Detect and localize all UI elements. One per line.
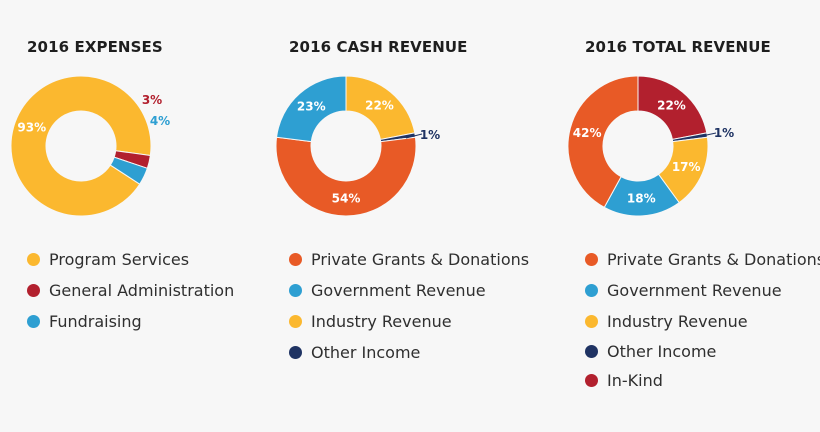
legend-label: Private Grants & Donations <box>607 250 820 269</box>
cash-revenue-chart-panel: 2016 CASH REVENUE 54% 23% 22% 1% Private Gr… <box>262 0 558 432</box>
total-revenue-donut-chart: 42% 18% 17% 1% 22% <box>567 75 734 217</box>
legend-swatch <box>585 374 598 387</box>
legend-swatch <box>289 346 302 359</box>
legend-item-industry-revenue: Industry Revenue <box>289 306 529 337</box>
legend-item-private-grants: Private Grants & Donations <box>289 244 529 275</box>
slice-fundraising <box>109 156 148 185</box>
slice-private-grants-donations <box>567 75 639 209</box>
legend-swatch <box>585 345 598 358</box>
legend-swatch <box>289 284 302 297</box>
legend-swatch <box>585 284 598 297</box>
legend-swatch <box>27 284 40 297</box>
legend-label: Program Services <box>49 250 190 269</box>
legend-label: Fundraising <box>49 312 142 331</box>
legend-item-other-income: Other Income <box>289 337 529 368</box>
legend-item-fundraising: Fundraising <box>27 306 234 337</box>
legend-label: General Administration <box>49 281 235 300</box>
chart-title: 2016 EXPENSES <box>27 38 163 56</box>
data-label-general-administration: 3% <box>142 93 162 107</box>
data-label-other-income: 1% <box>714 126 734 140</box>
data-label-other-income: 1% <box>420 128 440 142</box>
legend-swatch <box>585 315 598 328</box>
legend-item-other-income: Other Income <box>585 337 820 366</box>
legend-label: Government Revenue <box>607 281 782 300</box>
legend-swatch <box>289 315 302 328</box>
total-revenue-legend: Private Grants & Donations Government Re… <box>585 244 820 395</box>
legend-label: Industry Revenue <box>311 312 452 331</box>
expenses-chart-panel: 2016 EXPENSES 93% 3% 4% Program Services G… <box>0 0 262 432</box>
expenses-donut-chart: 93% 3% 4% <box>10 75 170 217</box>
legend-item-private-grants: Private Grants & Donations <box>585 244 820 275</box>
leader-line <box>701 132 717 137</box>
data-label-in-kind: 22% <box>657 99 686 113</box>
legend-item-government-revenue: Government Revenue <box>289 275 529 306</box>
legend-item-industry-revenue: Industry Revenue <box>585 306 820 337</box>
legend-swatch <box>585 253 598 266</box>
expenses-legend: Program Services General Administration … <box>27 244 234 337</box>
data-label-fundraising: 4% <box>150 114 170 128</box>
legend-label: Other Income <box>311 343 421 362</box>
legend-swatch <box>27 253 40 266</box>
leader-line <box>405 133 423 139</box>
legend-item-in-kind: In-Kind <box>585 366 820 395</box>
chart-title: 2016 TOTAL REVENUE <box>585 38 771 56</box>
legend-item-government-revenue: Government Revenue <box>585 275 820 306</box>
data-label-industry-revenue: 17% <box>672 160 701 174</box>
legend-label: Other Income <box>607 342 717 361</box>
slice-program-services <box>10 75 152 217</box>
data-label-industry-revenue: 22% <box>365 99 394 113</box>
data-label-government-revenue: 23% <box>297 100 326 114</box>
legend-label: Private Grants & Donations <box>311 250 530 269</box>
slice-private-grants-donations <box>275 136 417 217</box>
legend-item-general-administration: General Administration <box>27 275 234 306</box>
cash-revenue-legend: Private Grants & Donations Government Re… <box>289 244 529 368</box>
legend-label: Government Revenue <box>311 281 486 300</box>
legend-swatch <box>27 315 40 328</box>
data-label-private-grants-donations: 54% <box>332 192 361 206</box>
legend-label: In-Kind <box>607 371 663 390</box>
data-label-program-services: 93% <box>17 121 46 135</box>
cash-revenue-donut-chart: 54% 23% 22% 1% <box>275 75 440 217</box>
legend-swatch <box>289 253 302 266</box>
data-label-government-revenue: 18% <box>627 191 656 205</box>
slice-government-revenue <box>275 75 347 143</box>
legend-label: Industry Revenue <box>607 312 748 331</box>
chart-title: 2016 CASH REVENUE <box>289 38 468 56</box>
data-label-private-grants-donations: 42% <box>573 126 602 140</box>
legend-item-program-services: Program Services <box>27 244 234 275</box>
total-revenue-chart-panel: 2016 TOTAL REVENUE 42% 18% 17% 1% 22% Privat… <box>558 0 820 432</box>
